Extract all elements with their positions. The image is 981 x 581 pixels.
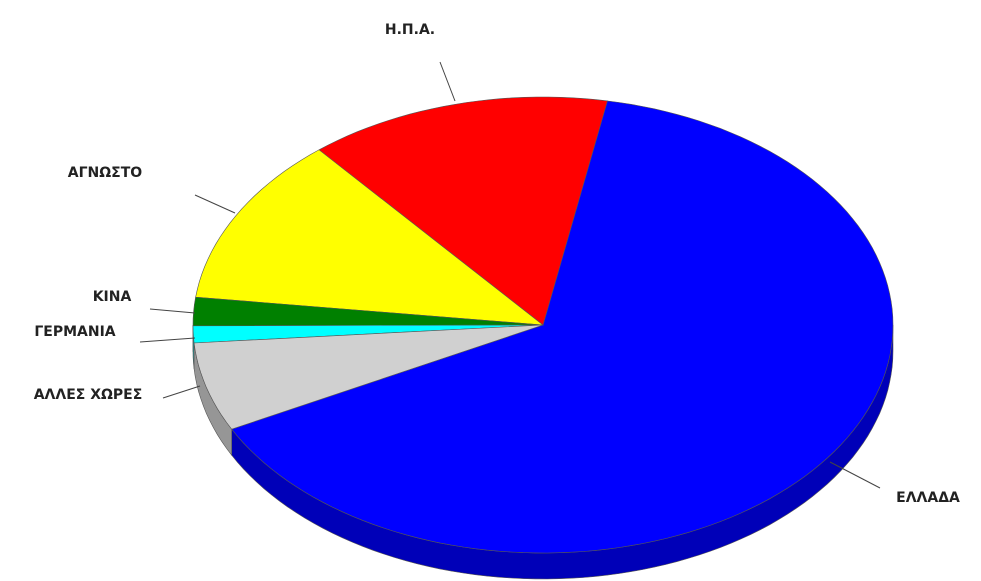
leader-line bbox=[162, 385, 201, 399]
leader-line bbox=[149, 308, 196, 314]
slice bbox=[318, 96, 608, 326]
slice bbox=[193, 324, 544, 430]
slice-label: ΓΕΡΜΑΝΙΑ bbox=[34, 324, 115, 340]
leader-line bbox=[194, 194, 236, 214]
slice-label: ΚΙΝΑ bbox=[93, 289, 132, 305]
slice bbox=[231, 100, 894, 554]
slice-label: ΕΛΛΑΔΑ bbox=[896, 490, 960, 506]
leader-line bbox=[439, 61, 456, 102]
leader-line bbox=[829, 461, 881, 489]
slice-label: ΑΛΛΕΣ ΧΩΡΕΣ bbox=[34, 387, 143, 403]
slice bbox=[195, 149, 544, 326]
slice-label: Η.Π.Α. bbox=[385, 22, 435, 38]
leader-line bbox=[139, 337, 196, 343]
slice-label: ΑΓΝΩΣΤΟ bbox=[68, 165, 142, 181]
